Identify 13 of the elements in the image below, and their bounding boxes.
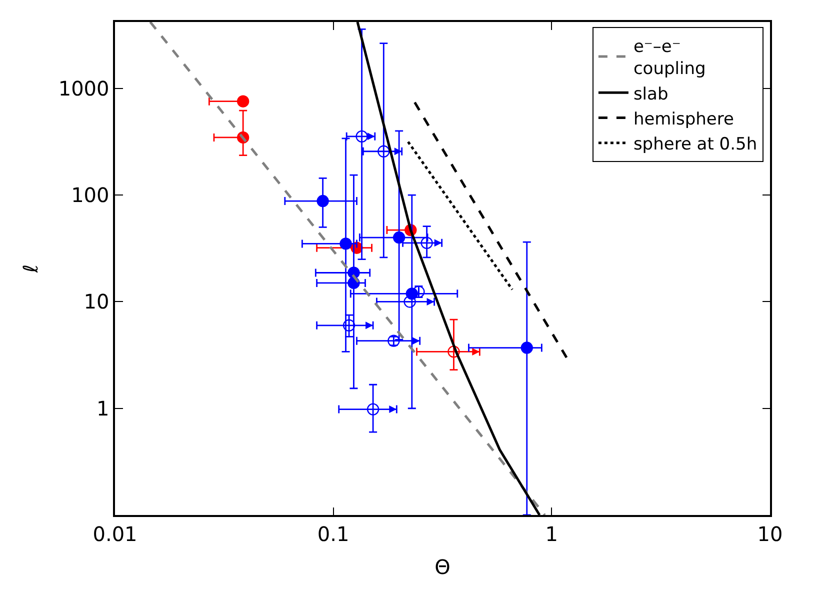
legend-label: slab xyxy=(633,84,668,104)
y-tick-label: 10 xyxy=(84,290,110,314)
y-tick-label: 100 xyxy=(71,183,110,208)
y-axis-title: ℓ xyxy=(18,264,42,274)
x-tick-label: 10 xyxy=(757,522,783,546)
x-tick-label: 1 xyxy=(545,522,558,546)
x-tick-label: 0.1 xyxy=(317,522,350,546)
legend-label: sphere at 0.5h xyxy=(633,134,758,155)
y-tick-label: 1 xyxy=(96,396,110,420)
y-tick-label: 1000 xyxy=(58,76,110,100)
x-axis-title: Θ xyxy=(434,554,450,579)
legend-label: hemisphere xyxy=(633,109,734,130)
x-tick-label: 0.01 xyxy=(92,522,138,546)
